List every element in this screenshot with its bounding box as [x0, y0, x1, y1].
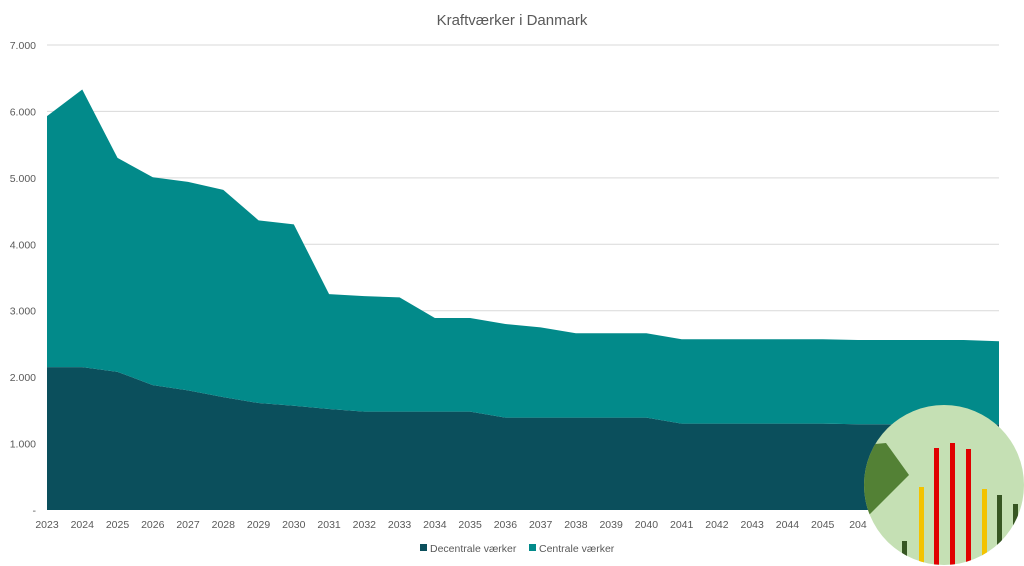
x-tick-label: 2027	[176, 519, 200, 531]
x-axis: 2023 2024 2025 2026 2027 2028 2029 2030 2031 2032…	[35, 519, 867, 531]
y-tick-label: 7.000	[10, 40, 36, 52]
x-tick-label: 2038	[564, 519, 588, 531]
x-tick-label: 2041	[670, 519, 694, 531]
y-tick-label: 5.000	[10, 173, 36, 185]
x-tick-label: 2036	[494, 519, 518, 531]
legend-item: Centrale værker	[529, 543, 615, 555]
chart-title: Kraftværker i Danmark	[437, 12, 588, 29]
x-tick-label: 2045	[811, 519, 835, 531]
y-axis: - 1.000 2.000 3.000 4.000 5.000 6.000 7.000	[10, 40, 37, 517]
x-tick-label: 2024	[71, 519, 95, 531]
x-tick-label: 2043	[741, 519, 765, 531]
x-tick-label: 2029	[247, 519, 271, 531]
x-tick-label: 2044	[776, 519, 800, 531]
y-tick-label: 6.000	[10, 106, 36, 118]
y-tick-label: 1.000	[10, 439, 36, 451]
y-tick-label: 3.000	[10, 306, 36, 318]
x-tick-label: 2023	[35, 519, 59, 531]
x-tick-label: 2034	[423, 519, 447, 531]
x-tick-label: 204	[849, 519, 867, 531]
legend-swatch	[529, 544, 536, 551]
legend-label: Centrale værker	[539, 543, 615, 555]
legend-item: Decentrale værker	[420, 543, 517, 555]
legend-label: Decentrale værker	[430, 543, 517, 555]
x-tick-label: 2032	[353, 519, 377, 531]
y-tick-label: 4.000	[10, 239, 36, 251]
x-tick-label: 2025	[106, 519, 130, 531]
x-tick-label: 2026	[141, 519, 165, 531]
x-tick-label: 2040	[635, 519, 659, 531]
y-tick-label: -	[33, 505, 37, 517]
y-tick-label: 2.000	[10, 372, 36, 384]
bar-chart-badge-icon	[864, 405, 1024, 566]
x-tick-label: 2028	[212, 519, 236, 531]
area-series-1	[47, 89, 999, 425]
x-tick-label: 2042	[705, 519, 729, 531]
x-tick-label: 2035	[458, 519, 482, 531]
legend: Decentrale værker Centrale værker	[420, 543, 615, 555]
legend-swatch	[420, 544, 427, 551]
x-tick-label: 2031	[317, 519, 341, 531]
x-tick-label: 2030	[282, 519, 306, 531]
x-tick-label: 2033	[388, 519, 412, 531]
x-tick-label: 2037	[529, 519, 553, 531]
x-tick-label: 2039	[599, 519, 623, 531]
plot-areas	[47, 89, 999, 510]
area-series-0	[47, 367, 999, 510]
